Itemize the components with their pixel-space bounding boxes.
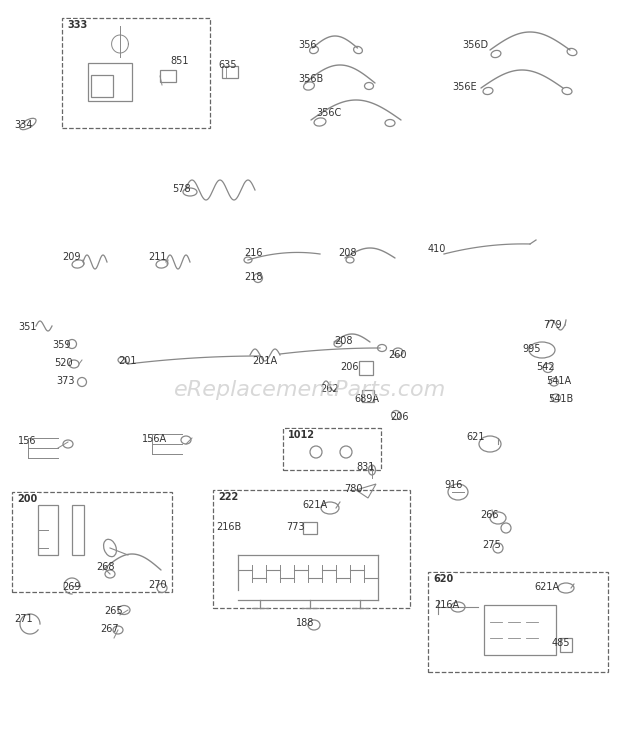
Text: 635: 635 — [218, 60, 236, 70]
Text: 216A: 216A — [434, 600, 459, 610]
Bar — [359, 361, 373, 375]
Text: 578: 578 — [172, 184, 190, 194]
Text: 267: 267 — [100, 624, 118, 634]
Bar — [88, 63, 132, 101]
Text: 216: 216 — [244, 248, 262, 258]
Text: 188: 188 — [296, 618, 314, 628]
Text: 260: 260 — [388, 350, 407, 360]
Text: 779: 779 — [543, 320, 562, 330]
Text: 200: 200 — [17, 496, 37, 506]
Text: 485: 485 — [552, 638, 570, 648]
Text: 542: 542 — [536, 362, 555, 372]
Text: 222: 222 — [218, 494, 238, 504]
Bar — [62, 18, 210, 128]
Text: 201A: 201A — [252, 356, 277, 366]
Bar — [303, 522, 317, 534]
Bar — [484, 605, 556, 655]
Text: 209: 209 — [62, 252, 81, 262]
Text: 621: 621 — [466, 432, 484, 442]
Text: 620: 620 — [433, 574, 453, 584]
Text: 851: 851 — [170, 56, 188, 66]
Text: 201: 201 — [118, 356, 136, 366]
Bar — [91, 75, 113, 97]
Text: 356B: 356B — [298, 74, 323, 84]
Text: 266: 266 — [480, 510, 498, 520]
Bar — [283, 428, 381, 470]
Text: 156: 156 — [18, 436, 37, 446]
Text: 995: 995 — [522, 344, 541, 354]
Bar — [160, 70, 176, 82]
Text: 831: 831 — [356, 462, 374, 472]
Text: 218: 218 — [244, 272, 262, 282]
Bar — [213, 490, 410, 608]
Text: 541B: 541B — [548, 394, 574, 404]
Text: 206: 206 — [340, 362, 358, 372]
Text: 520: 520 — [54, 358, 73, 368]
Bar — [12, 492, 172, 592]
Text: 262: 262 — [320, 384, 339, 394]
Text: 269: 269 — [62, 582, 81, 592]
Text: 621A: 621A — [302, 500, 327, 510]
Bar — [362, 390, 374, 402]
Text: 265: 265 — [104, 606, 123, 616]
Text: 275: 275 — [482, 540, 501, 550]
Text: 1012: 1012 — [288, 430, 315, 440]
Text: 268: 268 — [96, 562, 115, 572]
Text: 333: 333 — [68, 22, 88, 32]
Bar — [560, 638, 572, 652]
Text: 621A: 621A — [534, 582, 559, 592]
Text: 541A: 541A — [546, 376, 571, 386]
Text: 156A: 156A — [142, 434, 167, 444]
Text: 780: 780 — [344, 484, 363, 494]
Text: 356: 356 — [298, 40, 316, 50]
Text: 620: 620 — [434, 576, 454, 586]
Text: 373: 373 — [56, 376, 74, 386]
Text: 410: 410 — [428, 244, 446, 254]
Text: eReplacementParts.com: eReplacementParts.com — [174, 380, 446, 400]
Bar — [72, 505, 84, 555]
Text: 206: 206 — [390, 412, 409, 422]
Text: 334: 334 — [14, 120, 32, 130]
Text: 270: 270 — [148, 580, 167, 590]
Text: 359: 359 — [52, 340, 71, 350]
Bar — [38, 505, 58, 555]
Text: 211: 211 — [148, 252, 167, 262]
Text: 271: 271 — [14, 614, 33, 624]
Text: 200: 200 — [17, 494, 37, 504]
Text: 356D: 356D — [462, 40, 488, 50]
Text: 773: 773 — [286, 522, 304, 532]
Text: 208: 208 — [334, 336, 353, 346]
Text: 916: 916 — [444, 480, 463, 490]
Text: 333: 333 — [67, 20, 87, 30]
Text: 351: 351 — [18, 322, 37, 332]
Text: 689A: 689A — [354, 394, 379, 404]
Text: 356C: 356C — [316, 108, 341, 118]
Bar — [222, 66, 238, 78]
Text: 208: 208 — [338, 248, 356, 258]
Text: 356E: 356E — [452, 82, 477, 92]
Text: 216B: 216B — [216, 522, 241, 532]
Text: 222: 222 — [218, 492, 238, 502]
Bar — [428, 572, 608, 672]
Text: 1012: 1012 — [288, 432, 315, 442]
